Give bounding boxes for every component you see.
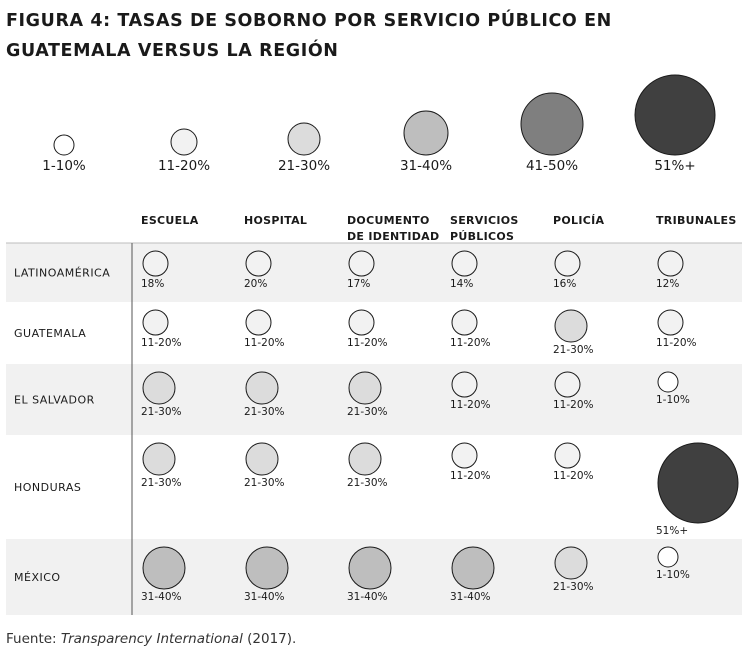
row-header: HONDURAS — [14, 481, 81, 494]
row-header: MÉXICO — [14, 571, 61, 584]
legend-circle — [53, 134, 75, 156]
column-header: PÚBLICOS — [450, 230, 514, 243]
legend-label: 51%+ — [654, 158, 695, 174]
bribery-bubble — [451, 546, 495, 590]
bribery-bubble — [451, 442, 478, 469]
bribery-bubble — [142, 442, 176, 476]
cell-label: 21-30% — [553, 581, 594, 593]
column-header: DE IDENTIDAD — [347, 230, 439, 243]
cell-label: 21-30% — [347, 477, 388, 489]
cell-label: 11-20% — [244, 337, 285, 349]
cell-label: 31-40% — [347, 591, 388, 603]
cell-label: 11-20% — [141, 337, 182, 349]
bribery-bubble — [142, 250, 169, 277]
bribery-bubble — [451, 309, 478, 336]
source-suffix: (2017). — [242, 631, 297, 647]
cell-label: 16% — [553, 278, 576, 290]
source-name: Transparency International — [60, 631, 243, 647]
cell-label: 11-20% — [656, 337, 697, 349]
bribery-bubble — [142, 309, 169, 336]
cell-label: 11-20% — [450, 470, 491, 482]
figure-title: FIGURA 4: TASAS DE SOBORNO POR SERVICIO … — [6, 11, 612, 61]
bribery-bubble — [245, 371, 279, 405]
bribery-table: ESCUELA HOSPITAL DOCUMENTO DE IDENTIDAD SERV… — [6, 214, 742, 615]
bribery-bubble — [348, 371, 382, 405]
bribery-bubble — [142, 371, 176, 405]
cell-label: 31-40% — [141, 591, 182, 603]
cell-label: 21-30% — [244, 406, 285, 418]
bribery-bubble — [554, 546, 588, 580]
cell-label: 11-20% — [450, 337, 491, 349]
bribery-bubble — [657, 546, 679, 568]
bribery-bubble — [554, 371, 581, 398]
cell-label: 21-30% — [553, 344, 594, 356]
cell-label: 14% — [450, 278, 473, 290]
legend-label: 31-40% — [400, 158, 452, 174]
legend-circle — [520, 92, 584, 156]
cell-label: 20% — [244, 278, 267, 290]
cell-label: 11-20% — [347, 337, 388, 349]
row-header: EL SALVADOR — [14, 394, 95, 407]
bribery-bubble — [245, 309, 272, 336]
column-header: DOCUMENTO — [347, 214, 430, 227]
column-header: TRIBUNALES — [656, 214, 737, 227]
bribery-bubble — [451, 250, 478, 277]
bribery-bubble — [348, 250, 375, 277]
column-header: HOSPITAL — [244, 214, 307, 227]
legend-circle — [403, 110, 449, 156]
cell-label: 51%+ — [656, 525, 688, 537]
bribery-bubble — [554, 309, 588, 343]
legend-circle — [170, 128, 198, 156]
cell-label: 21-30% — [141, 406, 182, 418]
bribery-bubble — [245, 546, 289, 590]
bribery-bubble — [245, 250, 272, 277]
size-legend: 1-10% 11-20% 21-30% 31-40% 41-50% 51%+ — [42, 74, 716, 174]
cell-label: 21-30% — [141, 477, 182, 489]
bribery-bubble — [657, 371, 679, 393]
bribery-bubble — [657, 442, 739, 524]
column-header: SERVICIOS — [450, 214, 519, 227]
legend-label: 41-50% — [526, 158, 578, 174]
bribery-bubble — [554, 442, 581, 469]
row-header: LATINOAMÉRICA — [14, 267, 110, 280]
column-header: POLICÍA — [553, 214, 604, 227]
bribery-bubble — [657, 309, 684, 336]
legend-label: 21-30% — [278, 158, 330, 174]
source-prefix: Fuente: — [6, 631, 61, 647]
row-header: GUATEMALA — [14, 327, 86, 340]
bribery-bubble — [142, 546, 186, 590]
cell-label: 12% — [656, 278, 679, 290]
bribery-bubble — [348, 309, 375, 336]
cell-label: 11-20% — [450, 399, 491, 411]
cell-label: 1-10% — [656, 394, 690, 406]
cell-label: 11-20% — [553, 399, 594, 411]
bribery-bubble — [657, 250, 684, 277]
bribery-bubble — [554, 250, 581, 277]
cell-label: 21-30% — [347, 406, 388, 418]
cell-label: 11-20% — [553, 470, 594, 482]
cell-label: 31-40% — [244, 591, 285, 603]
column-header: ESCUELA — [141, 214, 199, 227]
bribery-bubble — [348, 442, 382, 476]
legend-label: 11-20% — [158, 158, 210, 174]
cell-label: 1-10% — [656, 569, 690, 581]
row-background — [6, 243, 742, 302]
bribery-bubble — [348, 546, 392, 590]
bribery-bubble — [451, 371, 478, 398]
legend-circle — [287, 122, 321, 156]
cell-label: 31-40% — [450, 591, 491, 603]
cell-label: 18% — [141, 278, 164, 290]
cell-label: 17% — [347, 278, 370, 290]
cell-label: 21-30% — [244, 477, 285, 489]
source-note: Fuente: Transparency International (2017… — [6, 631, 296, 647]
legend-circle — [634, 74, 716, 156]
bribery-bubble — [245, 442, 279, 476]
legend-label: 1-10% — [42, 158, 86, 174]
